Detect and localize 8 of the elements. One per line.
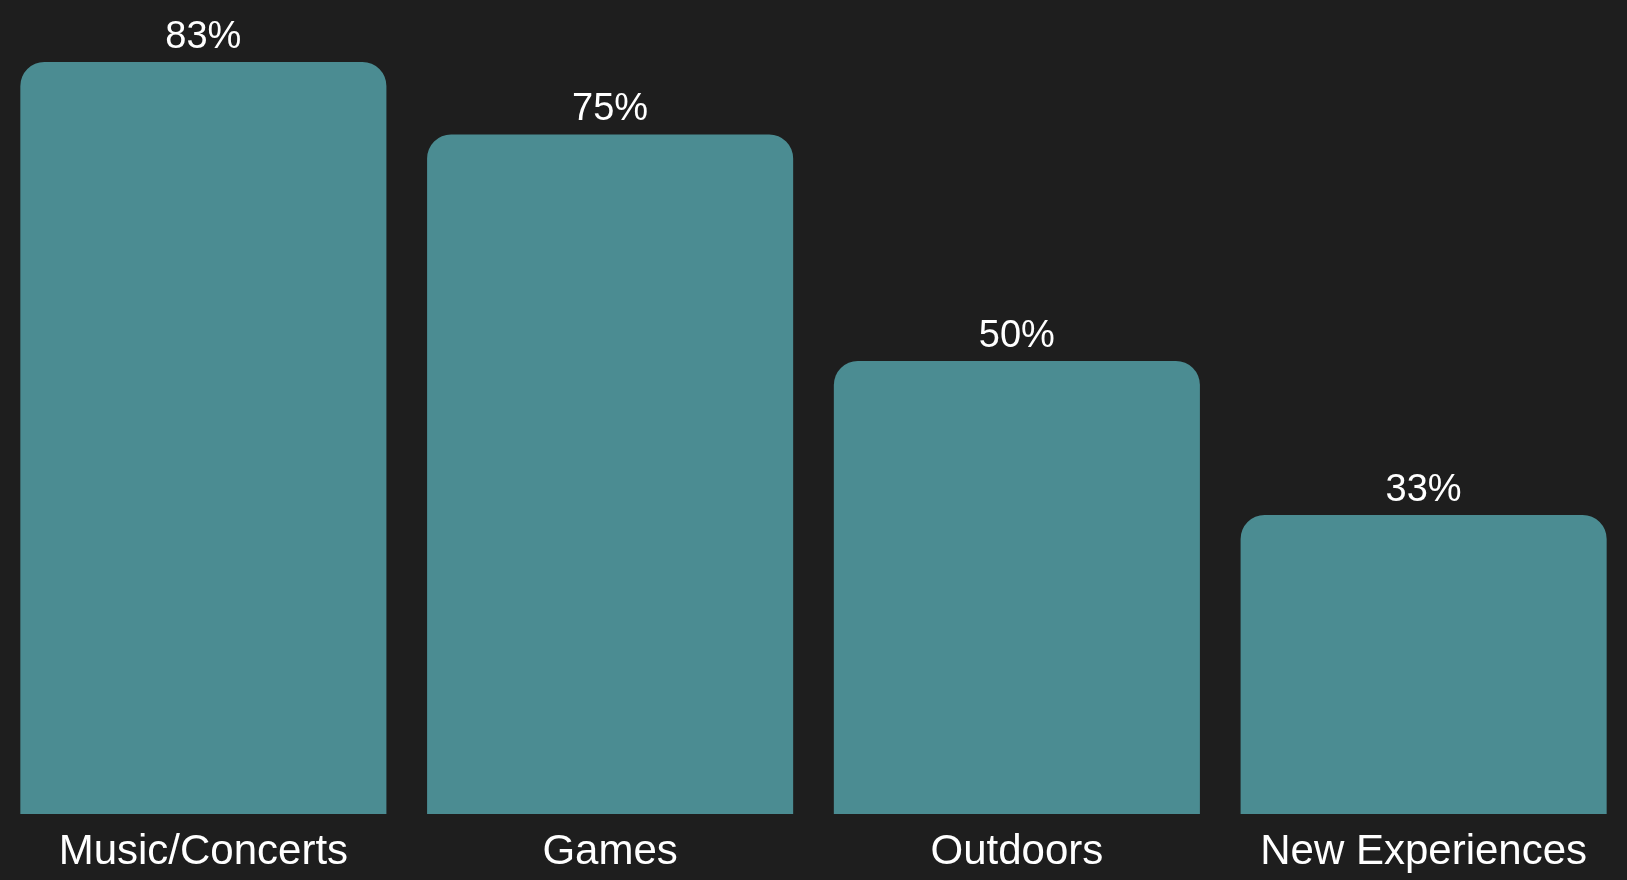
x-tick-label: Games (542, 825, 678, 873)
x-tick-label: Music/Concerts (58, 825, 349, 873)
x-tick-label: Outdoors (930, 825, 1104, 873)
data-label: 75% (572, 86, 649, 129)
data-label: 50% (978, 312, 1055, 355)
data-label: 83% (165, 14, 242, 56)
x-tick-label: New Experiences (1260, 825, 1588, 873)
data-label: 33% (1385, 467, 1462, 510)
